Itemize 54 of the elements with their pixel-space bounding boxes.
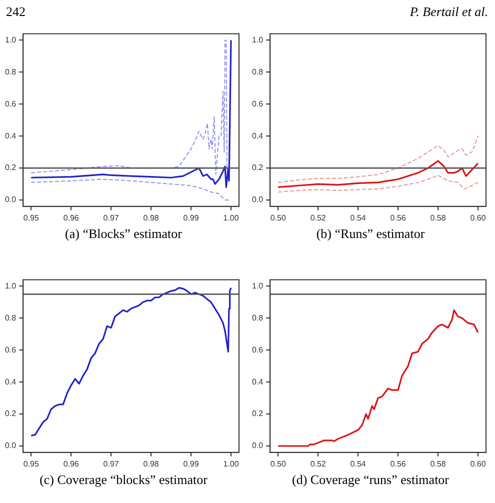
x-tick-label: 0.97	[103, 213, 120, 222]
text: (d) Coverage “runs” estimator	[290, 472, 450, 489]
x-tick-label: 0.98	[143, 459, 160, 468]
y-tick-label: 0.0	[252, 441, 264, 450]
y-tick-label: 0.2	[4, 409, 17, 418]
x-tick-label: 0.50	[270, 213, 286, 222]
y-tick-label: 1.0	[4, 281, 17, 290]
x-tick-label: 0.56	[390, 459, 406, 468]
x-tick-label: 0.58	[430, 213, 446, 222]
y-tick-label: 0.4	[4, 131, 17, 140]
y-tick-label: 1.0	[4, 35, 17, 44]
y-tick-label: 0.0	[4, 441, 17, 450]
x-tick-label: 0.96	[63, 213, 80, 222]
y-tick-label: 0.8	[252, 67, 264, 76]
x-tick-label: 0.97	[103, 459, 120, 468]
y-tick-label: 0.0	[4, 195, 17, 204]
text: (a) “Blocks” estimator	[64, 226, 183, 243]
x-tick-label: 0.52	[310, 459, 326, 468]
x-tick-label: 0.56	[390, 213, 406, 222]
x-tick-label: 0.54	[350, 213, 366, 222]
y-tick-label: 0.6	[4, 99, 17, 108]
y-tick-label: 0.2	[252, 409, 264, 418]
x-tick-label: 0.96	[63, 459, 80, 468]
x-tick-label: 0.99	[183, 213, 200, 222]
x-tick-label: 0.95	[23, 459, 40, 468]
y-tick-label: 0.8	[252, 313, 264, 322]
x-tick-label: 0.54	[350, 459, 366, 468]
x-tick-label: 0.98	[143, 213, 160, 222]
y-tick-label: 0.4	[4, 377, 17, 386]
text: (b) “Runs” estimator	[315, 226, 426, 243]
y-tick-label: 0.0	[252, 195, 264, 204]
x-tick-label: 1.00	[223, 459, 240, 468]
y-tick-label: 0.4	[252, 131, 264, 140]
x-tick-label: 0.95	[23, 213, 40, 222]
y-tick-label: 0.2	[4, 163, 17, 172]
y-tick-label: 0.6	[252, 345, 264, 354]
y-tick-label: 0.6	[4, 345, 17, 354]
x-tick-label: 0.50	[270, 459, 286, 468]
y-tick-label: 1.0	[252, 281, 264, 290]
x-tick-label: 0.52	[310, 213, 326, 222]
x-tick-label: 0.99	[183, 459, 200, 468]
y-tick-label: 0.8	[4, 313, 17, 322]
text: 242	[5, 3, 26, 21]
x-tick-label: 0.58	[430, 459, 446, 468]
x-tick-label: 0.60	[470, 213, 486, 222]
x-tick-label: 0.60	[470, 459, 486, 468]
y-tick-label: 1.0	[252, 35, 264, 44]
y-tick-label: 0.8	[4, 67, 17, 76]
x-tick-label: 1.00	[223, 213, 240, 222]
text: (c) Coverage “blocks” estimator	[38, 472, 208, 489]
y-tick-label: 0.4	[252, 377, 264, 386]
y-tick-label: 0.2	[252, 163, 264, 172]
y-tick-label: 0.6	[252, 99, 264, 108]
text: P. Bertail et al.	[408, 3, 489, 21]
